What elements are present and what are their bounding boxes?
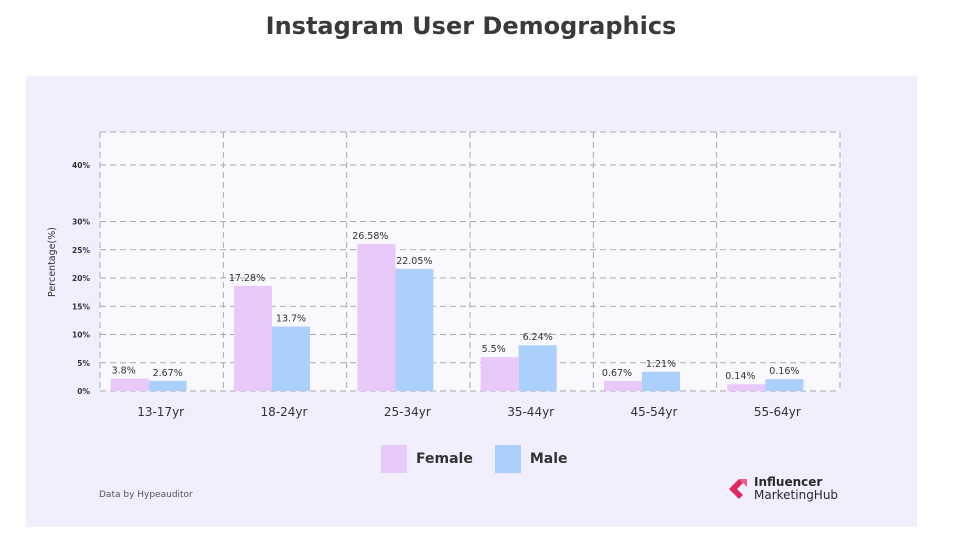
bar-female (604, 380, 642, 391)
x-tick-label: 25-34yr (384, 405, 431, 419)
data-label-male: 2.67% (153, 368, 183, 379)
y-tick-label: 10% (72, 331, 90, 340)
data-label-female: 17.28% (229, 273, 265, 284)
y-tick-label: 20% (72, 274, 90, 283)
data-label-male: 22.05% (396, 256, 432, 267)
legend-swatch-female (381, 445, 407, 473)
x-tick-label: 35-44yr (507, 405, 554, 419)
chart-title: Instagram User Demographics (265, 12, 677, 40)
bar-male (518, 345, 557, 391)
x-tick-label: 45-54yr (631, 405, 678, 419)
bar-male (765, 379, 804, 391)
bar-male (395, 268, 434, 391)
bar-male (148, 380, 187, 391)
y-tick-label: 0% (77, 387, 90, 396)
legend-item-female[interactable]: Female (381, 445, 473, 473)
bar-female (727, 384, 766, 391)
y-axis-label: Percentage(%) (47, 227, 58, 297)
data-label-female: 0.67% (602, 368, 632, 379)
y-tick-label: 30% (72, 218, 90, 227)
bar-female (357, 244, 396, 391)
brand-name-line2: MarketingHub (754, 488, 839, 502)
bar-female (110, 378, 149, 391)
bar-female (480, 357, 519, 391)
y-tick-label: 25% (72, 246, 90, 255)
x-tick-label: 18-24yr (261, 405, 308, 419)
x-tick-label: 13-17yr (137, 405, 184, 419)
legend-item-male[interactable]: Male (494, 445, 568, 473)
data-label-female: 0.14% (725, 371, 755, 382)
data-source-note: Data by Hypeauditor (99, 490, 193, 500)
brand-logo: Influencer MarketingHub (726, 474, 838, 504)
brand-name-line1: Influencer (754, 475, 823, 489)
data-label-female: 5.5% (482, 344, 506, 355)
data-label-male: 13.7% (276, 314, 306, 325)
y-tick-label: 40% (72, 161, 90, 170)
y-tick-label: 15% (72, 302, 90, 311)
legend: Female Male (381, 445, 590, 473)
y-tick-label: 5% (77, 359, 90, 368)
data-label-male: 1.21% (646, 359, 676, 370)
brand-mark-icon (729, 479, 747, 499)
legend-swatch-male (494, 445, 521, 473)
bar-male (272, 326, 310, 391)
data-label-male: 0.16% (769, 366, 799, 377)
bar-male (642, 371, 680, 391)
legend-label-male: Male (529, 451, 568, 467)
data-label-female: 3.8% (112, 366, 136, 377)
data-label-male: 6.24% (523, 332, 553, 343)
bar-female (234, 285, 272, 391)
legend-label-female: Female (416, 451, 473, 467)
data-label-female: 26.58% (352, 231, 388, 242)
x-tick-label: 55-64yr (754, 405, 801, 419)
